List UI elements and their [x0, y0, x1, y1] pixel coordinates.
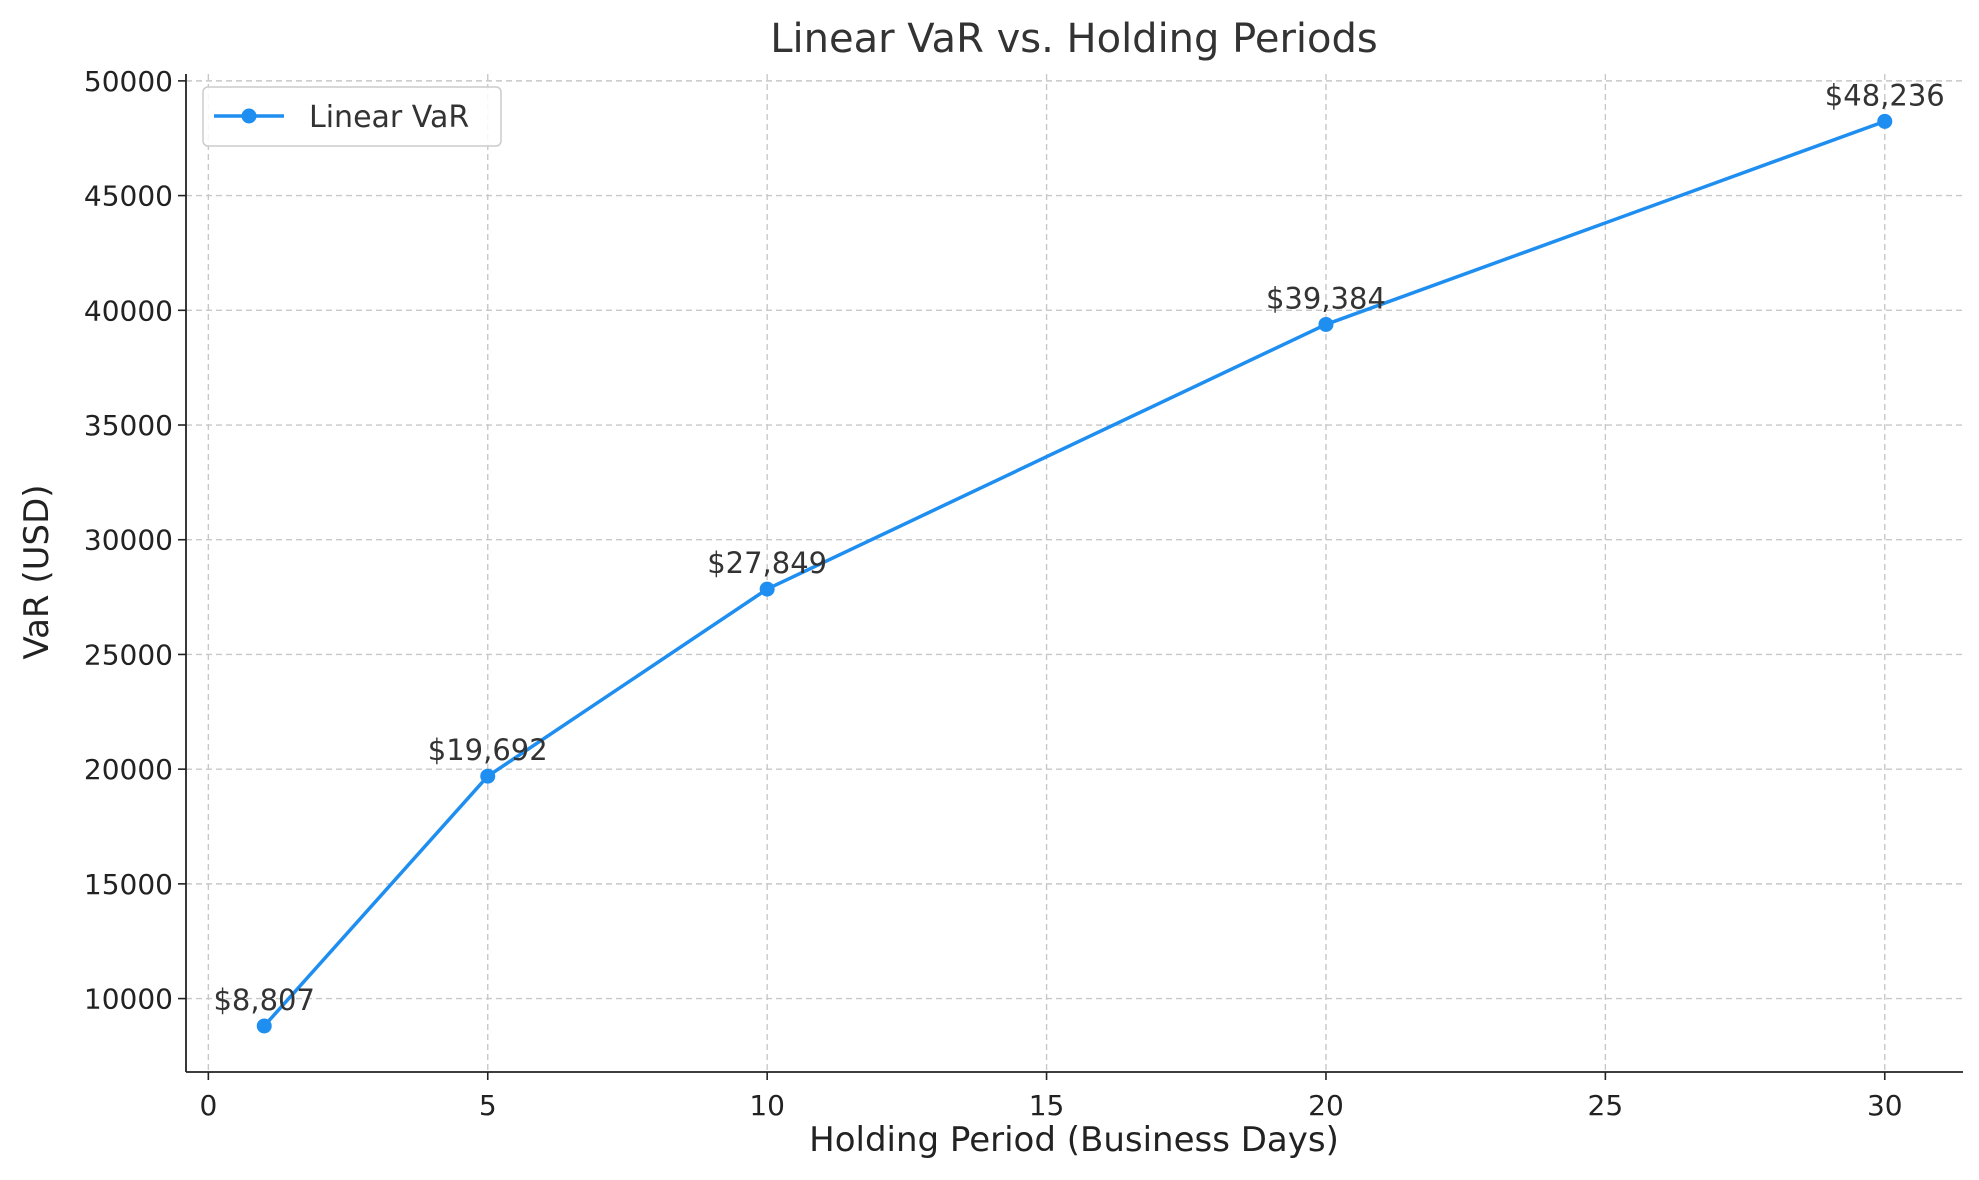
- y-tick-label: 10000: [84, 983, 173, 1016]
- data-point: [480, 768, 496, 784]
- y-tick-label: 35000: [84, 409, 173, 442]
- grid: [186, 74, 1963, 1072]
- x-tick-label: 30: [1867, 1089, 1903, 1122]
- series-layer: [256, 113, 1893, 1034]
- series-line: [262, 119, 1886, 1028]
- legend-marker-icon: [241, 108, 257, 124]
- data-point: [1318, 316, 1334, 332]
- x-tick-label: 5: [479, 1089, 497, 1122]
- data-label: $48,236: [1825, 78, 1945, 112]
- x-tick-label: 10: [749, 1089, 785, 1122]
- y-tick-label: 40000: [84, 294, 173, 327]
- y-tick-label: 30000: [84, 524, 173, 557]
- data-label: $27,849: [707, 546, 827, 580]
- x-tick-label: 0: [199, 1089, 217, 1122]
- ticks: 0 5 10 15 20 25 30 10000 15000 20000 25000 30000 350…: [84, 65, 1903, 1122]
- data-labels: $8,807 $19,692 $27,849 $39,384 $48,236: [213, 78, 1944, 1017]
- y-tick-label: 45000: [84, 180, 173, 213]
- x-tick-label: 20: [1308, 1089, 1344, 1122]
- y-tick-label: 50000: [84, 65, 173, 98]
- data-point: [1877, 113, 1893, 129]
- data-label: $8,807: [213, 983, 314, 1017]
- axes: [185, 74, 1963, 1073]
- legend-box: [202, 86, 502, 147]
- data-label: $19,692: [428, 733, 548, 767]
- y-tick-label: 15000: [84, 868, 173, 901]
- x-tick-label: 25: [1588, 1089, 1624, 1122]
- legend-label: Linear VaR: [309, 100, 469, 135]
- y-axis-label: VaR (USD): [17, 484, 57, 659]
- x-axis-label: Holding Period (Business Days): [809, 1120, 1339, 1160]
- x-tick-label: 15: [1029, 1089, 1065, 1122]
- data-point: [759, 581, 775, 597]
- data-point: [256, 1018, 272, 1034]
- chart-title: Linear VaR vs. Holding Periods: [770, 16, 1377, 62]
- legend: Linear VaR: [202, 86, 502, 147]
- y-tick-label: 20000: [84, 753, 173, 786]
- y-tick-label: 25000: [84, 638, 173, 671]
- data-label: $39,384: [1266, 281, 1386, 315]
